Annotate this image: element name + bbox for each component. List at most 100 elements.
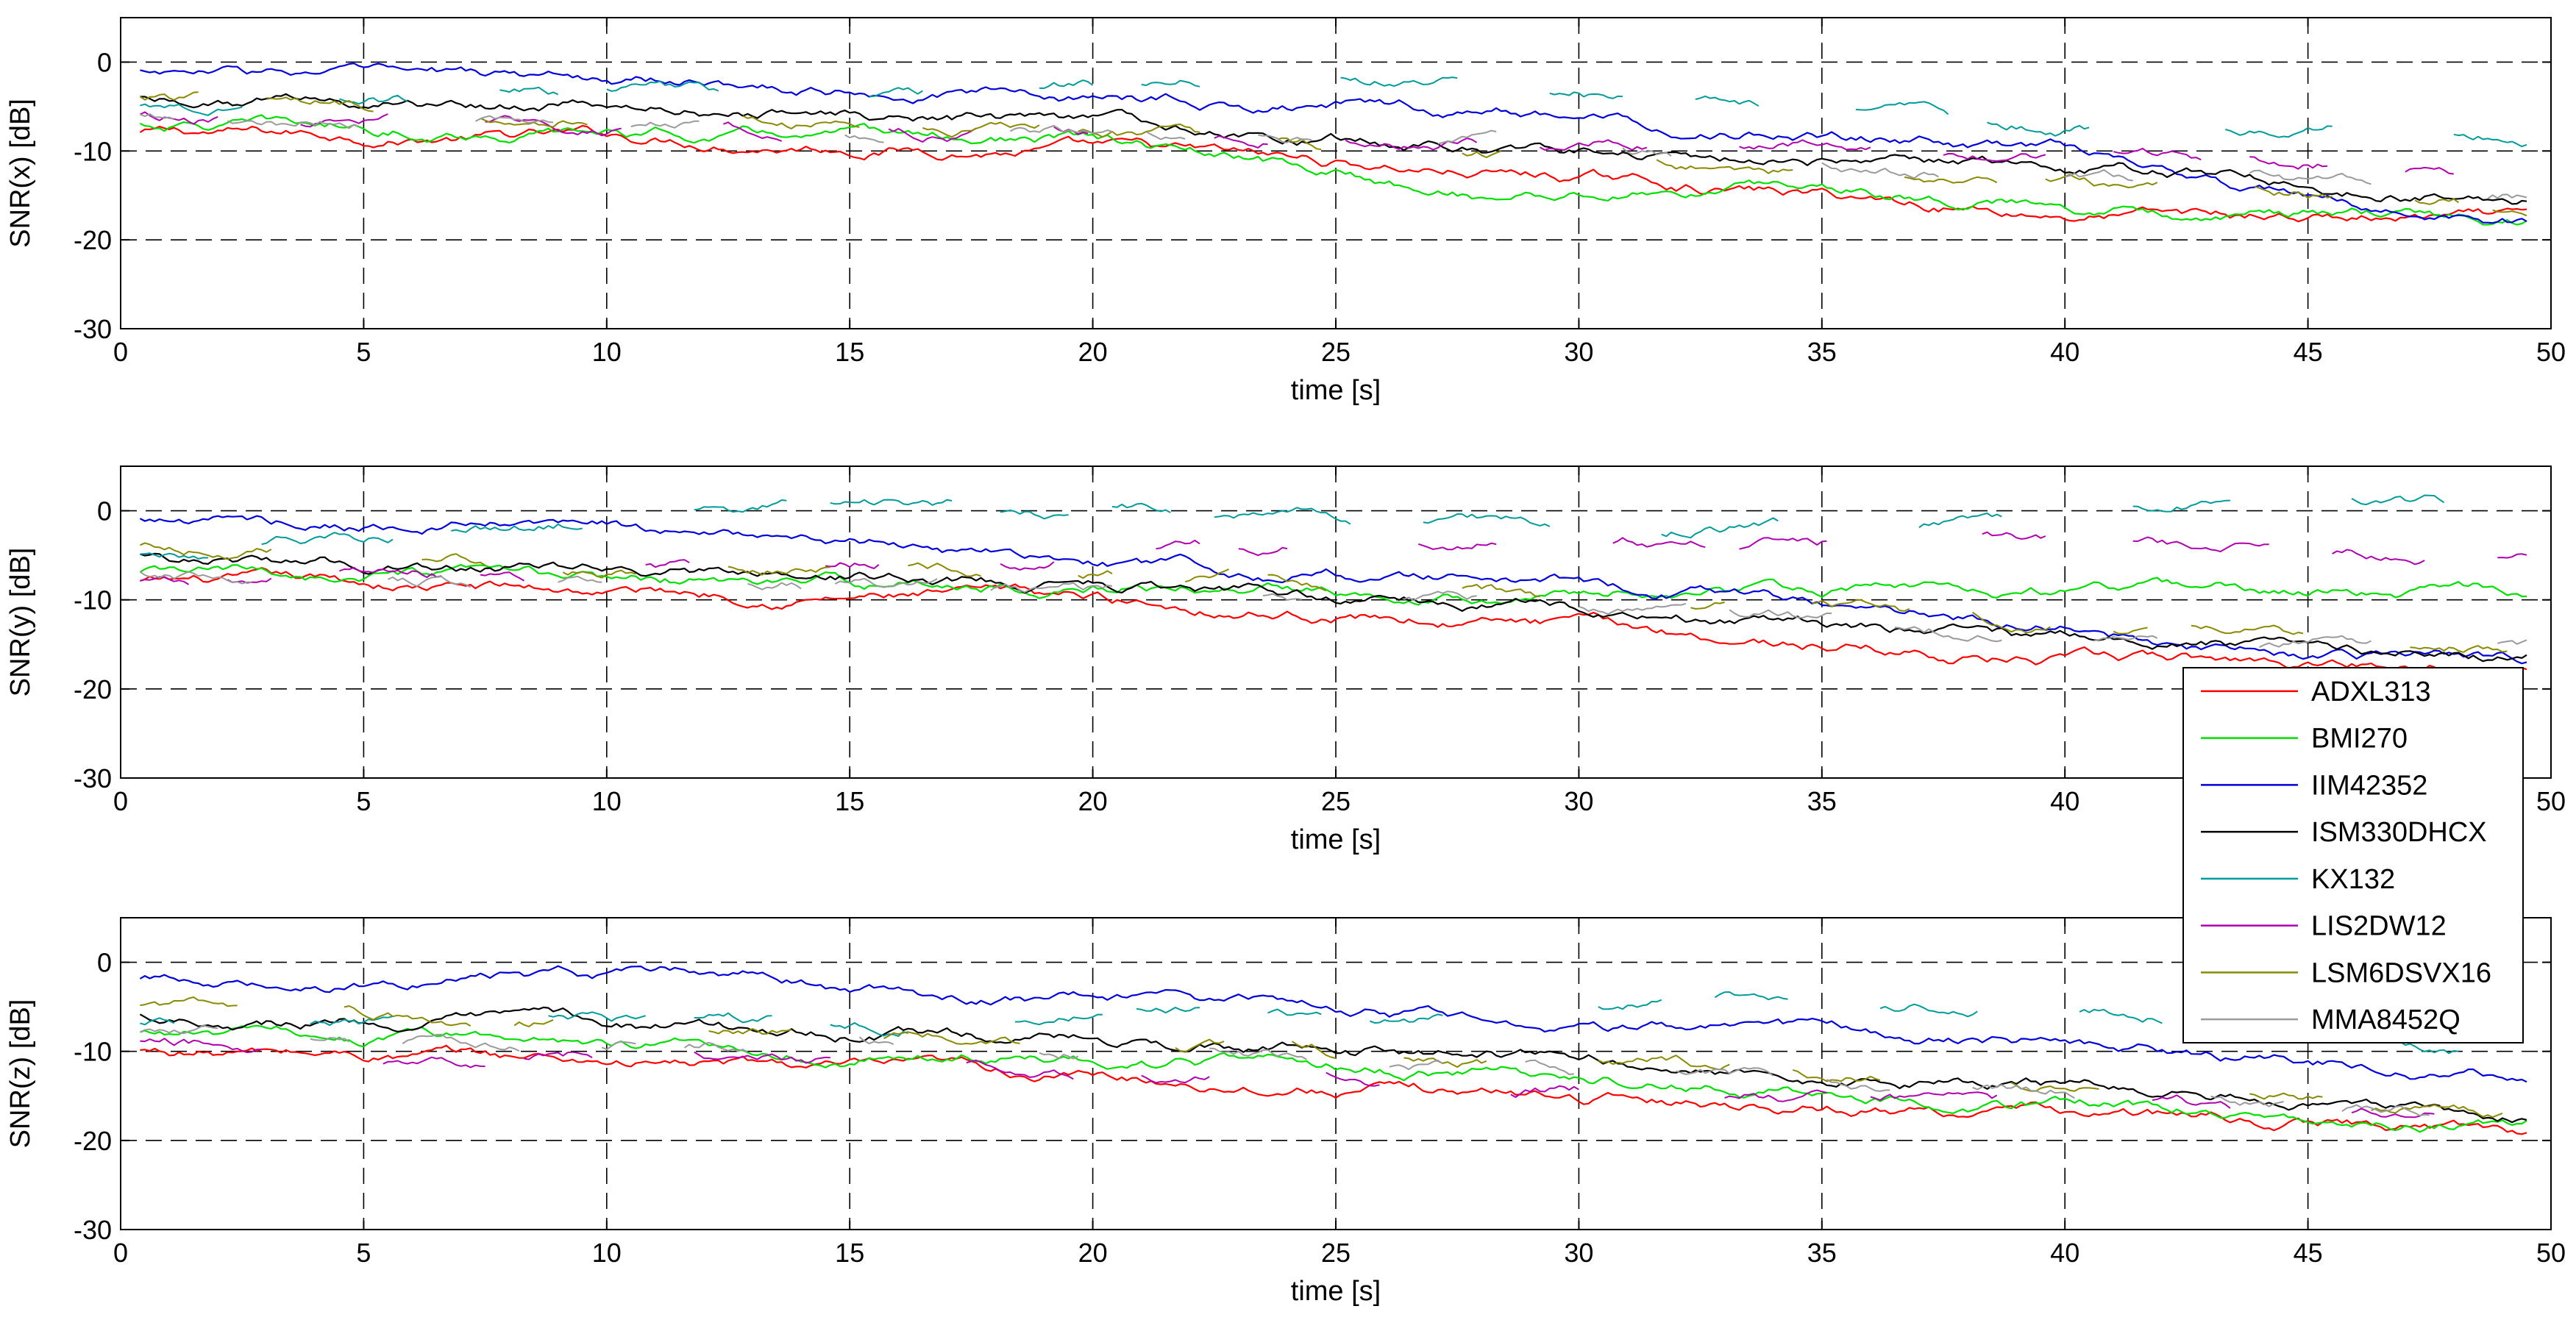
series-segment-LSM6DSVX16 [1078,570,1113,579]
series-segment-MMA8452Q [1258,134,1312,143]
series-segment-MMA8452Q [2249,169,2372,185]
series-segment-LIS2DW12 [2405,166,2454,175]
series-segment-MMA8452Q [2497,639,2527,645]
series-line-ISM330DHCX [140,93,2527,205]
series-segment-LSM6DSVX16 [1792,1069,1881,1082]
series-segment-MMA8452Q [2064,169,2133,182]
series-segment-LIS2DW12 [140,1038,262,1054]
series-segment-LSM6DSVX16 [2371,1104,2503,1119]
series-segment-LIS2DW12 [1326,1071,1380,1087]
series-segment-LIS2DW12 [723,121,783,142]
series-segment-LIS2DW12 [524,1051,593,1060]
series-segment-LSM6DSVX16 [1277,137,1322,151]
x-tick-label: 0 [113,1238,128,1268]
series-segment-MMA8452Q [601,1041,636,1050]
series-segment-LIS2DW12 [2132,536,2269,552]
series-segment-LSM6DSVX16 [2249,1092,2323,1100]
series-segment-LSM6DSVX16 [883,1031,1020,1045]
y-tick-label: 0 [97,47,112,77]
series-segment-LSM6DSVX16 [1690,601,1725,610]
series-segment-MMA8452Q [227,120,360,129]
x-tick-label: 20 [1078,337,1108,367]
series-segment-MMA8452Q [747,582,802,591]
y-tick-label: -30 [74,763,112,793]
x-tick-label: 40 [2050,1238,2079,1268]
series-segment-LSM6DSVX16 [742,115,860,129]
series-segment-KX132 [1695,95,1760,107]
series-segment-KX132 [1549,91,1623,99]
x-tick-label: 50 [2536,786,2566,816]
series-segment-LSM6DSVX16 [2414,198,2459,205]
series-segment-KX132 [606,80,719,92]
x-axis-label: time [s] [1291,1276,1381,1307]
series-segment-KX132 [548,1011,646,1022]
series-segment-MMA8452Q [2259,635,2372,649]
series-segment-MMA8452Q [310,1037,350,1043]
series-line-BMI270 [139,563,2527,606]
series-segment-KX132 [830,499,953,506]
series-segment-MMA8452Q [402,1033,520,1052]
legend-entry: KX132 [2311,864,2395,895]
series-segment-LSM6DSVX16 [1904,176,1998,184]
series-segment-KX132 [694,499,787,513]
series-segment-LIS2DW12 [140,576,190,585]
x-tick-label: 20 [1078,1238,1108,1268]
x-tick-label: 30 [1564,337,1593,367]
series-segment-LIS2DW12 [1141,1074,1210,1084]
series-segment-KX132 [1714,991,1788,1001]
series-segment-LSM6DSVX16 [344,1005,472,1027]
series-segment-MMA8452Q [1729,609,1832,619]
series-segment-LSM6DSVX16 [708,1028,792,1035]
series-segment-LIS2DW12 [383,1056,485,1069]
x-tick-label: 20 [1078,786,1108,816]
series-segment-MMA8452Q [1579,602,1687,616]
series-segment-KX132 [1661,517,1779,539]
x-tick-label: 35 [1807,337,1837,367]
x-tick-label: 35 [1807,786,1837,816]
series-segment-LIS2DW12 [1510,1085,1579,1098]
series-segment-KX132 [2395,1041,2459,1055]
x-tick-label: 50 [2536,337,2566,367]
series-segment-LIS2DW12 [300,113,388,128]
series-segment-MMA8452Q [858,1036,894,1045]
series-segment-LSM6DSVX16 [1462,584,1540,598]
legend-entry: ADXL313 [2311,677,2431,707]
y-tick-label: -20 [74,1126,112,1156]
y-tick-label: 0 [97,496,112,527]
series-segment-MMA8452Q [1826,1079,1890,1092]
series-segment-LSM6DSVX16 [2254,185,2333,199]
series-segment-MMA8452Q [1262,593,1302,601]
series-segment-LSM6DSVX16 [1812,599,1910,612]
series-segment-LSM6DSVX16 [1403,1057,1487,1068]
series-segment-MMA8452Q [474,115,554,124]
series-line-IIM42352 [140,63,2527,224]
series-segment-MMA8452Q [1009,125,1113,134]
series-segment-LIS2DW12 [1739,537,1827,550]
series-segment-MMA8452Q [1145,131,1186,140]
series-segment-LIS2DW12 [645,559,690,568]
series-line-IIM42352 [139,965,2527,1083]
series-segment-LIS2DW12 [966,1059,1074,1080]
series-segment-KX132 [1214,507,1351,525]
series-segment-MMA8452Q [834,577,938,588]
panel-1: 0 5 10 15 20 25 30 35 40 45 50 -30 -20 -10 0 time [s] SN… [5,17,2566,406]
series-segment-LIS2DW12 [1238,546,1288,557]
series-segment-LSM6DSVX16 [562,569,636,579]
series-segment-MMA8452Q [1676,1067,1774,1077]
y-tick-label: -10 [74,136,112,166]
series-segment-LSM6DSVX16 [139,91,199,101]
series-segment-MMA8452Q [1209,1047,1307,1060]
series-segment-KX132 [1000,509,1069,520]
series-segment-LSM6DSVX16 [1656,159,1793,174]
series-segment-LIS2DW12 [825,562,880,569]
series-segment-LSM6DSVX16 [1175,1038,1225,1053]
series-segment-MMA8452Q [1622,147,1672,157]
series-segment-LIS2DW12 [1612,537,1706,549]
series-segment-LIS2DW12 [1345,138,1478,151]
series-segment-LSM6DSVX16 [1972,611,2051,634]
series-segment-MMA8452Q [990,582,1113,593]
x-axis-label: time [s] [1291,824,1381,855]
series-segment-KX132 [451,523,583,533]
x-tick-label: 30 [1564,1238,1593,1268]
x-tick-label: 0 [113,786,128,816]
